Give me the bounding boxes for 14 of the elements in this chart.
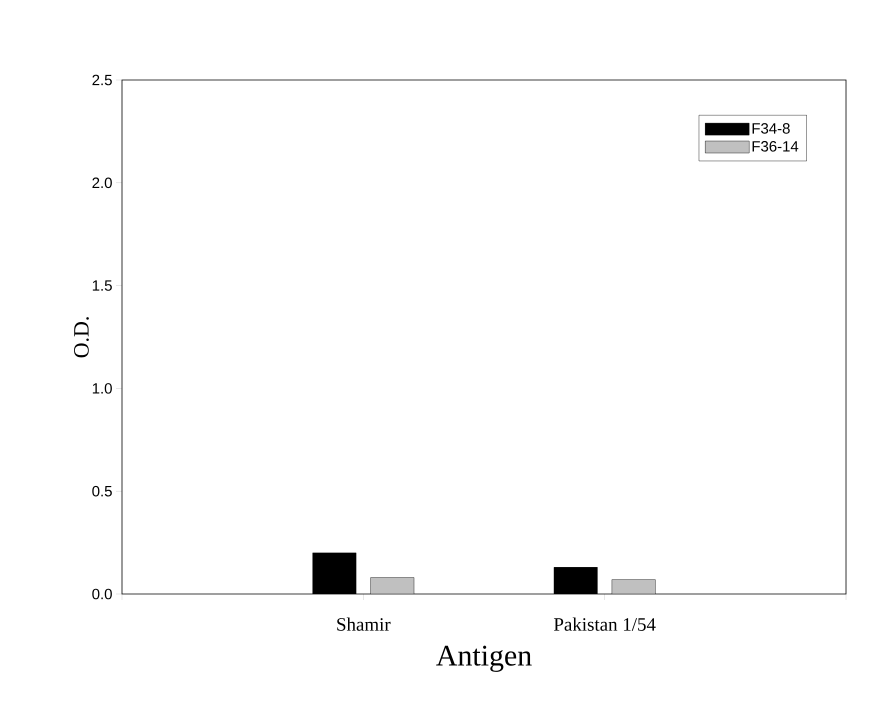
y-tick-label: 2.5 xyxy=(92,74,112,86)
y-tick-label: 0.5 xyxy=(92,486,112,496)
y-tick-label: 1.0 xyxy=(92,383,112,394)
x-axis-title: Antigen xyxy=(436,646,532,672)
y-axis-title: O.D. xyxy=(74,317,89,358)
bar xyxy=(612,579,656,594)
legend-label: F36-14 xyxy=(752,141,798,152)
x-tick-label: Pakistan 1/54 xyxy=(554,618,656,631)
legend-label: F34-8 xyxy=(752,123,790,134)
y-tick-label: 0.0 xyxy=(92,588,112,600)
bar xyxy=(370,577,414,594)
x-tick-label: Shamir xyxy=(337,618,391,631)
y-tick-label: 2.0 xyxy=(92,178,112,188)
y-tick-label: 1.5 xyxy=(92,280,112,291)
